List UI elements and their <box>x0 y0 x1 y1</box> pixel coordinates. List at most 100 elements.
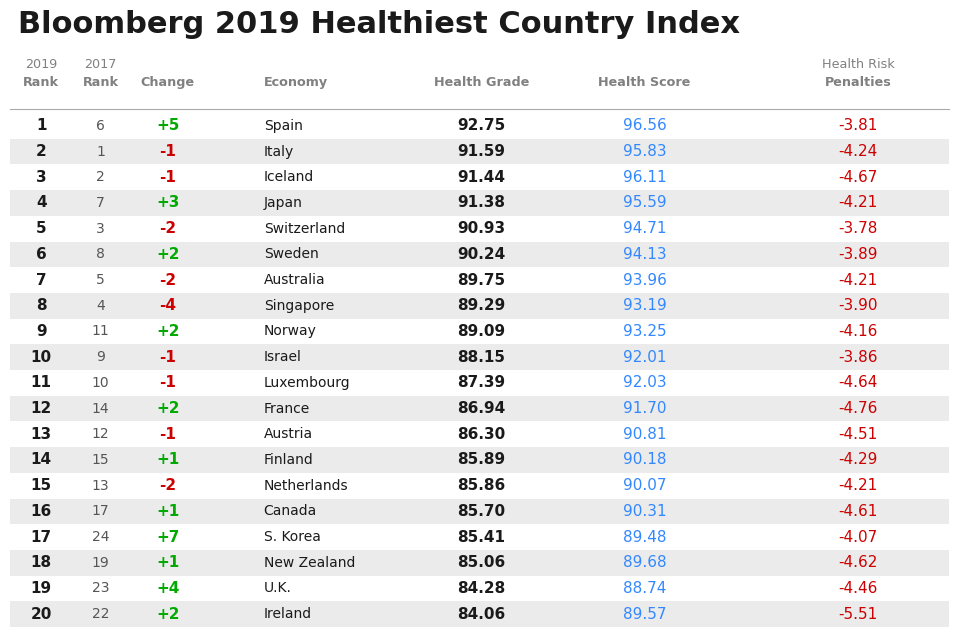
Text: 7: 7 <box>35 273 47 287</box>
Text: -4.62: -4.62 <box>838 555 878 570</box>
Text: 95.59: 95.59 <box>622 196 667 210</box>
Text: 6: 6 <box>96 119 105 133</box>
Text: 86.30: 86.30 <box>457 427 505 442</box>
Text: Singapore: Singapore <box>264 299 334 313</box>
Text: 88.74: 88.74 <box>622 581 667 596</box>
Text: 7: 7 <box>96 196 105 210</box>
Text: 6: 6 <box>35 247 47 262</box>
Text: -4.76: -4.76 <box>838 401 878 416</box>
Text: 90.81: 90.81 <box>622 427 667 442</box>
Text: -1: -1 <box>159 375 176 391</box>
Text: 89.48: 89.48 <box>622 530 667 544</box>
Text: 96.56: 96.56 <box>622 118 667 134</box>
Text: +1: +1 <box>156 555 179 570</box>
Text: 24: 24 <box>92 530 109 544</box>
Text: 89.68: 89.68 <box>622 555 667 570</box>
Text: 89.09: 89.09 <box>457 324 505 339</box>
Text: -3.86: -3.86 <box>838 349 878 365</box>
Text: 85.86: 85.86 <box>457 478 505 493</box>
Text: -4.24: -4.24 <box>839 144 877 159</box>
Text: Austria: Austria <box>264 427 313 441</box>
Text: 84.06: 84.06 <box>457 606 505 622</box>
Text: -4.21: -4.21 <box>839 273 877 287</box>
Text: 11: 11 <box>31 375 52 391</box>
Text: Change: Change <box>141 76 195 89</box>
Text: -1: -1 <box>159 144 176 159</box>
Text: -4.67: -4.67 <box>838 170 878 185</box>
Text: 92.03: 92.03 <box>622 375 667 391</box>
Text: Ireland: Ireland <box>264 607 312 621</box>
Text: 15: 15 <box>92 453 109 467</box>
Text: 88.15: 88.15 <box>457 349 505 365</box>
Text: 93.19: 93.19 <box>622 298 667 313</box>
Text: 13: 13 <box>92 479 109 492</box>
Text: -3.78: -3.78 <box>838 221 878 236</box>
Text: 12: 12 <box>31 401 52 416</box>
Text: 20: 20 <box>31 606 52 622</box>
Text: 18: 18 <box>31 555 52 570</box>
Bar <box>10 267 949 293</box>
Text: Rank: Rank <box>82 76 119 89</box>
Bar <box>10 396 949 422</box>
Text: +2: +2 <box>156 606 179 622</box>
Text: Israel: Israel <box>264 350 301 364</box>
Text: 90.24: 90.24 <box>457 247 505 262</box>
Text: 86.94: 86.94 <box>457 401 505 416</box>
Text: 8: 8 <box>96 248 105 261</box>
Bar <box>10 575 949 601</box>
Text: Spain: Spain <box>264 119 303 133</box>
Text: 85.89: 85.89 <box>457 453 505 467</box>
Text: New Zealand: New Zealand <box>264 556 355 570</box>
Text: -4.46: -4.46 <box>838 581 878 596</box>
Bar <box>10 524 949 550</box>
Text: Bloomberg 2019 Healthiest Country Index: Bloomberg 2019 Healthiest Country Index <box>18 10 740 39</box>
Text: Italy: Italy <box>264 144 294 158</box>
Text: 94.71: 94.71 <box>622 221 667 236</box>
Text: Health Score: Health Score <box>598 76 690 89</box>
Text: -4.64: -4.64 <box>838 375 878 391</box>
Text: 91.44: 91.44 <box>457 170 505 185</box>
Text: Health Grade: Health Grade <box>433 76 529 89</box>
Text: Rank: Rank <box>23 76 59 89</box>
Text: +3: +3 <box>156 196 179 210</box>
Text: 10: 10 <box>31 349 52 365</box>
Text: 4: 4 <box>96 299 105 313</box>
Text: 91.70: 91.70 <box>622 401 667 416</box>
Text: Norway: Norway <box>264 325 316 339</box>
Text: 8: 8 <box>35 298 47 313</box>
Text: 9: 9 <box>35 324 47 339</box>
Text: U.K.: U.K. <box>264 582 292 596</box>
Text: 13: 13 <box>31 427 52 442</box>
Text: Luxembourg: Luxembourg <box>264 376 350 390</box>
Text: Penalties: Penalties <box>825 76 892 89</box>
Text: 2017: 2017 <box>84 58 117 71</box>
Bar <box>10 370 949 396</box>
Bar <box>10 139 949 165</box>
Text: 14: 14 <box>31 453 52 467</box>
Text: 85.70: 85.70 <box>457 504 505 519</box>
Text: Finland: Finland <box>264 453 314 467</box>
Text: 87.39: 87.39 <box>457 375 505 391</box>
Text: Economy: Economy <box>264 76 328 89</box>
Text: -4.21: -4.21 <box>839 478 877 493</box>
Text: 4: 4 <box>35 196 47 210</box>
Bar <box>10 216 949 242</box>
Text: +1: +1 <box>156 453 179 467</box>
Text: -5.51: -5.51 <box>839 606 877 622</box>
Text: 17: 17 <box>31 530 52 544</box>
Text: -1: -1 <box>159 170 176 185</box>
Text: 22: 22 <box>92 607 109 621</box>
Text: 17: 17 <box>92 505 109 518</box>
Text: +1: +1 <box>156 504 179 519</box>
Text: -2: -2 <box>159 273 176 287</box>
Text: +5: +5 <box>156 118 179 134</box>
Bar <box>10 293 949 318</box>
Text: Japan: Japan <box>264 196 303 210</box>
Text: 92.01: 92.01 <box>622 349 667 365</box>
Bar <box>10 447 949 473</box>
Text: 93.25: 93.25 <box>622 324 667 339</box>
Text: 84.28: 84.28 <box>457 581 505 596</box>
Bar <box>10 499 949 524</box>
Text: 89.75: 89.75 <box>457 273 505 287</box>
Text: France: France <box>264 401 310 415</box>
